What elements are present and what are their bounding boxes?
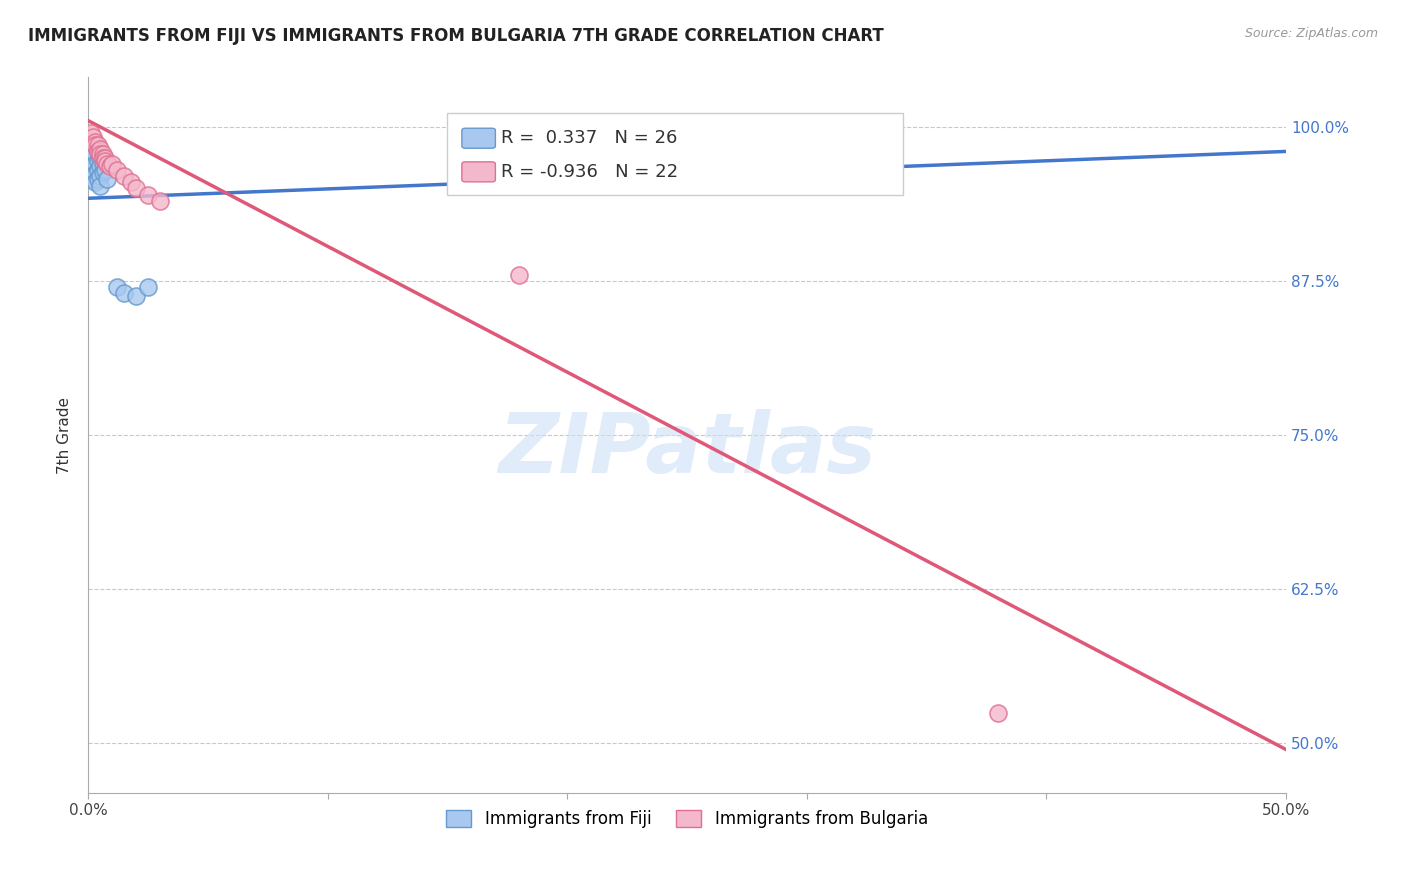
Point — [84, 167, 107, 181]
Point — [125, 289, 148, 303]
Point — [149, 194, 172, 208]
Point — [91, 157, 114, 171]
Point — [87, 145, 110, 159]
Point — [87, 171, 110, 186]
FancyBboxPatch shape — [447, 113, 903, 195]
Point — [91, 151, 114, 165]
Point — [82, 171, 104, 186]
Text: R = -0.936   N = 22: R = -0.936 N = 22 — [502, 163, 679, 181]
Point — [508, 268, 530, 282]
Text: R =  0.337   N = 26: R = 0.337 N = 26 — [502, 129, 678, 147]
Point — [89, 178, 111, 193]
Point — [89, 159, 111, 173]
Point — [87, 145, 110, 159]
Point — [96, 157, 118, 171]
Point — [79, 169, 101, 183]
Text: ZIPatlas: ZIPatlas — [498, 409, 876, 490]
Point — [125, 181, 148, 195]
Point — [82, 162, 104, 177]
FancyBboxPatch shape — [461, 161, 495, 182]
Point — [91, 147, 114, 161]
Point — [82, 151, 104, 165]
Point — [89, 147, 111, 161]
Text: Source: ZipAtlas.com: Source: ZipAtlas.com — [1244, 27, 1378, 40]
Point — [120, 175, 142, 189]
Point — [87, 162, 110, 177]
Point — [84, 138, 107, 153]
Point — [79, 126, 101, 140]
Point — [82, 129, 104, 144]
Point — [94, 151, 117, 165]
Y-axis label: 7th Grade: 7th Grade — [58, 397, 72, 474]
Point — [87, 154, 110, 169]
Point — [89, 142, 111, 156]
Point — [84, 135, 107, 149]
Point — [136, 187, 159, 202]
Point — [84, 138, 107, 153]
Point — [89, 169, 111, 183]
Point — [84, 175, 107, 189]
FancyBboxPatch shape — [461, 128, 495, 148]
Point — [105, 280, 128, 294]
Point — [112, 169, 135, 183]
Point — [105, 162, 128, 177]
Point — [112, 286, 135, 301]
Point — [84, 147, 107, 161]
Point — [79, 162, 101, 177]
Point — [94, 162, 117, 177]
Point — [87, 138, 110, 153]
Legend: Immigrants from Fiji, Immigrants from Bulgaria: Immigrants from Fiji, Immigrants from Bu… — [440, 803, 935, 834]
Point — [101, 157, 124, 171]
Point — [987, 706, 1010, 720]
Point — [89, 151, 111, 165]
Point — [96, 171, 118, 186]
Point — [91, 165, 114, 179]
Point — [136, 280, 159, 294]
Point — [84, 157, 107, 171]
Text: IMMIGRANTS FROM FIJI VS IMMIGRANTS FROM BULGARIA 7TH GRADE CORRELATION CHART: IMMIGRANTS FROM FIJI VS IMMIGRANTS FROM … — [28, 27, 884, 45]
Point — [94, 154, 117, 169]
Point — [98, 159, 121, 173]
